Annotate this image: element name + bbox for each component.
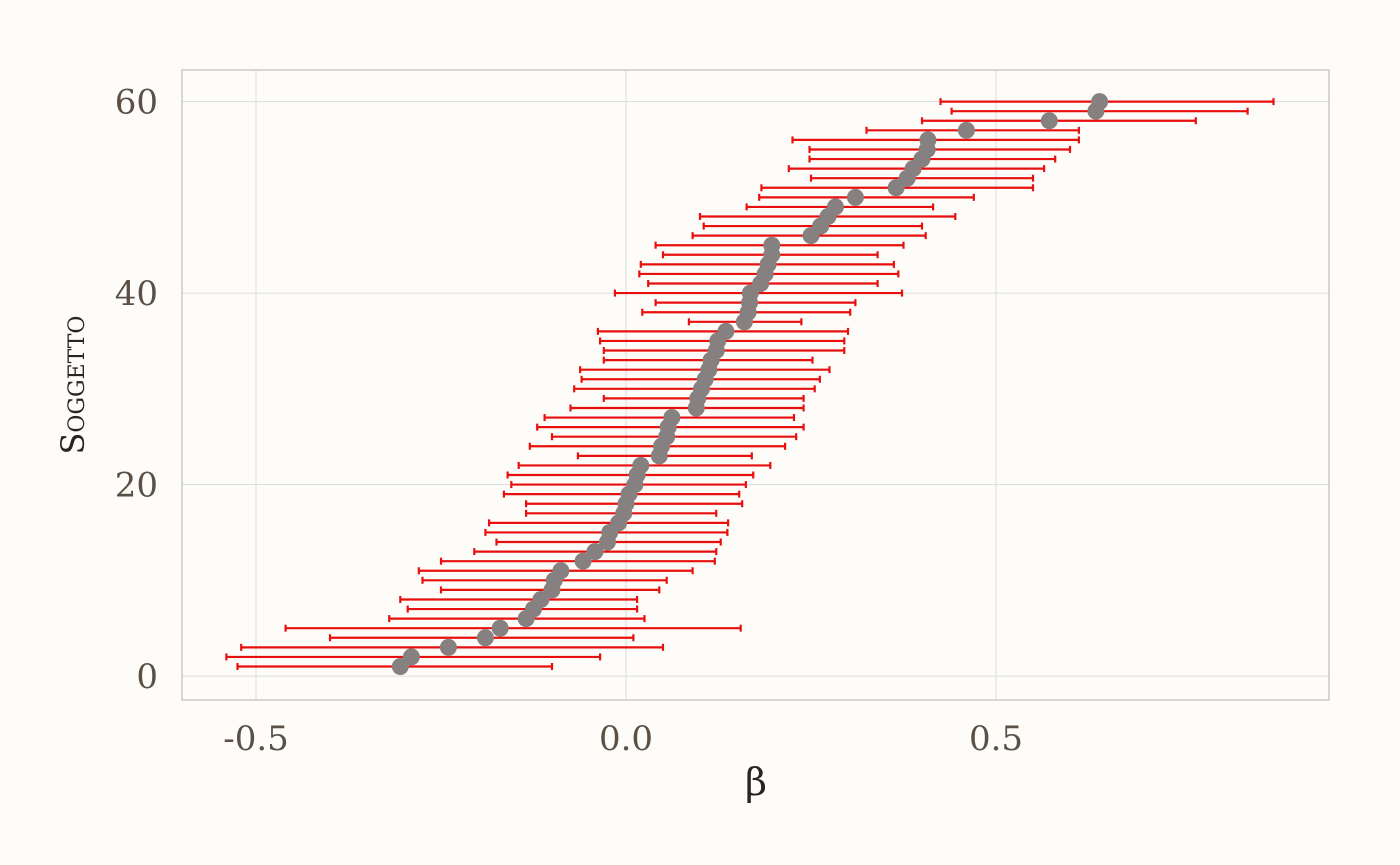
y-tick-label: 40 — [115, 274, 158, 314]
data-point — [491, 619, 509, 637]
y-tick-label: 0 — [136, 657, 158, 697]
x-axis-title: β — [745, 760, 767, 804]
data-point — [663, 409, 681, 427]
data-point — [717, 322, 735, 340]
data-point — [439, 638, 457, 656]
points — [391, 93, 1109, 675]
data-point — [476, 629, 494, 647]
data-point — [919, 131, 937, 149]
data-point — [586, 543, 604, 561]
data-point — [826, 198, 844, 216]
y-tick-label: 60 — [115, 83, 158, 123]
data-point — [1091, 93, 1109, 111]
data-point — [391, 657, 409, 675]
data-point — [552, 562, 570, 580]
x-tick-labels: -0.5 0.0 0.5 — [223, 719, 1023, 759]
data-point — [957, 121, 975, 139]
y-tick-labels: 0 20 40 60 — [115, 83, 158, 697]
data-point — [632, 456, 650, 474]
data-point — [763, 236, 781, 254]
data-point — [846, 188, 864, 206]
y-tick-label: 20 — [115, 466, 158, 506]
x-tick-label: 0.0 — [599, 719, 653, 759]
plot-border — [181, 69, 1330, 701]
data-point — [887, 179, 905, 197]
x-tick-label: 0.5 — [969, 719, 1023, 759]
data-point — [574, 552, 592, 570]
plot-panel — [182, 70, 1329, 700]
x-tick-label: -0.5 — [223, 719, 289, 759]
data-point — [532, 590, 550, 608]
y-axis-title: Soggetto — [54, 316, 92, 455]
data-point — [402, 648, 420, 666]
data-point — [1040, 112, 1058, 130]
